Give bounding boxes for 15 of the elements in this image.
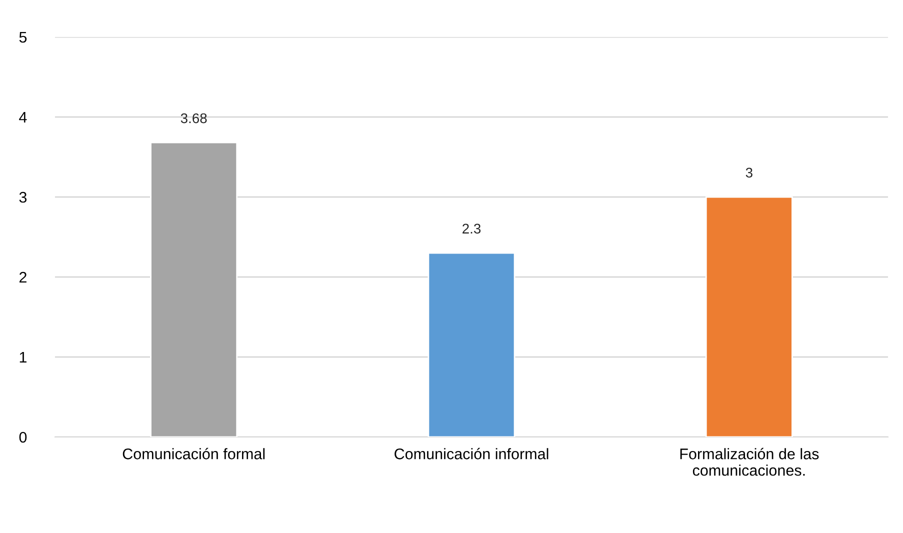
data-label: 2.3 [462,224,481,234]
y-tick-label: 5 [19,32,27,43]
bar [705,196,793,437]
data-label: 3.68 [180,113,207,124]
x-tick-label: Formalización de las comunicaciones. [680,448,819,476]
data-label: 3 [746,168,752,178]
bar [150,142,238,437]
y-tick-label: 4 [19,112,27,123]
y-tick-label: 3 [19,192,27,203]
y-tick-label: 0 [19,432,27,443]
y-tick-label: 1 [20,352,26,363]
bar [428,252,516,437]
x-tick-label: Comunicación informal [394,448,548,460]
x-tick-label: Comunicación formal [122,448,265,460]
y-tick-label: 2 [19,272,26,283]
